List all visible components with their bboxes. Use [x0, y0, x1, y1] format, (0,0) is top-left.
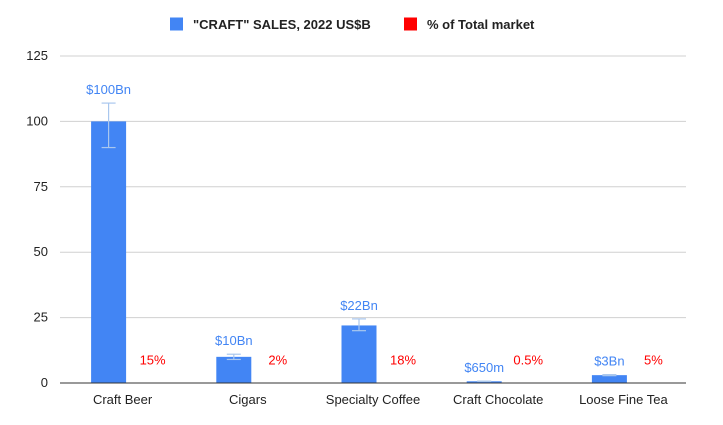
- y-tick-label: 25: [34, 310, 48, 325]
- legend-label-sales: "CRAFT" SALES, 2022 US$B: [193, 17, 371, 32]
- data-label-sales-1: $100Bn: [86, 82, 131, 97]
- bars: $100Bn 15% $10Bn 2% $22Bn 18% $650m 0.5% $3Bn 5%: [86, 82, 663, 384]
- x-tick-label-2: Cigars: [229, 392, 267, 407]
- data-label-percent-3: 18%: [390, 353, 416, 368]
- data-label-sales-5: $3Bn: [594, 354, 624, 369]
- data-label-sales-2: $10Bn: [215, 333, 253, 348]
- data-label-sales-4: $650m: [464, 360, 504, 375]
- y-tick-label: 100: [26, 113, 48, 128]
- x-tick-label-5: Loose Fine Tea: [579, 392, 668, 407]
- legend: "CRAFT" SALES, 2022 US$B % of Total marke…: [170, 17, 535, 32]
- bar-3: [341, 325, 377, 383]
- bar-4: [466, 381, 502, 383]
- legend-swatch-sales: [170, 17, 183, 31]
- x-tick-label-1: Craft Beer: [93, 392, 153, 407]
- y-tick-label: 50: [34, 244, 48, 259]
- x-axis: Craft Beer Cigars Specialty Coffee Craft Ch…: [60, 382, 686, 407]
- x-tick-label-4: Craft Chocolate: [453, 392, 543, 407]
- legend-label-percent: % of Total market: [427, 17, 535, 32]
- data-label-sales-3: $22Bn: [340, 298, 378, 313]
- y-tick-label: 0: [41, 375, 48, 390]
- data-label-percent-1: 15%: [140, 353, 166, 368]
- bar-2: [216, 356, 252, 383]
- gridlines: [60, 55, 686, 319]
- data-label-percent-5: 5%: [644, 353, 663, 368]
- y-tick-label: 125: [26, 48, 48, 63]
- legend-swatch-percent: [404, 17, 417, 31]
- data-label-percent-2: 2%: [268, 353, 287, 368]
- x-tick-label-3: Specialty Coffee: [326, 392, 420, 407]
- y-axis: 0 25 50 75 100 125: [26, 48, 48, 390]
- bar-1: [91, 121, 127, 384]
- data-label-percent-4: 0.5%: [513, 353, 543, 368]
- y-tick-label: 75: [34, 179, 48, 194]
- bar-5: [591, 375, 627, 383]
